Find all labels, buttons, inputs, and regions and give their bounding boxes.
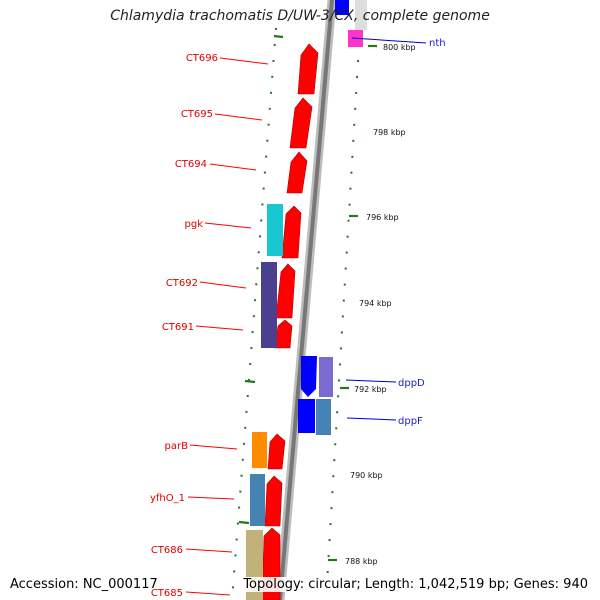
- gene-block: [267, 433, 286, 470]
- gene-block: [301, 356, 317, 397]
- genome-summary: Topology: circular; Length: 1,042,519 bp…: [241, 577, 590, 592]
- kbp-label: 796 kbp: [366, 213, 399, 222]
- kbp-label: 794 kbp: [359, 299, 392, 308]
- gene-block: [264, 475, 283, 527]
- accession-label: Accession: NC_000117: [10, 577, 158, 592]
- genome-backbone: [275, 0, 337, 600]
- map-title: Chlamydia trachomatis D/UW-3/CX, complet…: [110, 8, 490, 24]
- gene-block: [319, 357, 333, 397]
- gene-label: CT691: [162, 322, 194, 333]
- gene-block: [267, 204, 283, 256]
- gene-label: CT685: [151, 588, 183, 599]
- gene-label: CT694: [175, 159, 207, 170]
- gene-block: [335, 0, 349, 15]
- gene-block: [286, 151, 308, 194]
- gene-label: pgk: [185, 219, 204, 230]
- gene-block: [355, 0, 367, 30]
- gene-block: [289, 97, 313, 149]
- gene-block: [252, 432, 267, 468]
- right-label-leaders: [345, 37, 427, 421]
- gene-label: dppF: [398, 416, 423, 427]
- gene-label: CT695: [181, 109, 213, 120]
- gene-block: [275, 263, 296, 319]
- gene-label: nth: [429, 38, 446, 49]
- forward-strand-genes: [261, 43, 319, 600]
- gene-block: [297, 43, 319, 95]
- gene-label: yfhO_1: [150, 493, 185, 504]
- gene-block: [261, 262, 277, 348]
- gene-block: [316, 399, 331, 435]
- kbp-label: 792 kbp: [354, 385, 387, 394]
- gene-label: CT692: [166, 278, 198, 289]
- gene-block: [298, 399, 315, 433]
- gene-block: [281, 205, 302, 259]
- gene-label: dppD: [398, 378, 425, 389]
- left-label-leaders: [185, 57, 269, 596]
- kbp-label: 788 kbp: [345, 557, 378, 566]
- kbp-label: 790 kbp: [350, 471, 383, 480]
- gene-block: [274, 319, 293, 349]
- kbp-label: 800 kbp: [383, 43, 416, 52]
- kbp-label: 798 kbp: [373, 128, 406, 137]
- gene-label: CT696: [186, 53, 218, 64]
- gene-label: parB: [165, 441, 189, 452]
- gene-block: [250, 474, 265, 526]
- right-side-genes: [298, 0, 367, 435]
- gene-label: CT686: [151, 545, 183, 556]
